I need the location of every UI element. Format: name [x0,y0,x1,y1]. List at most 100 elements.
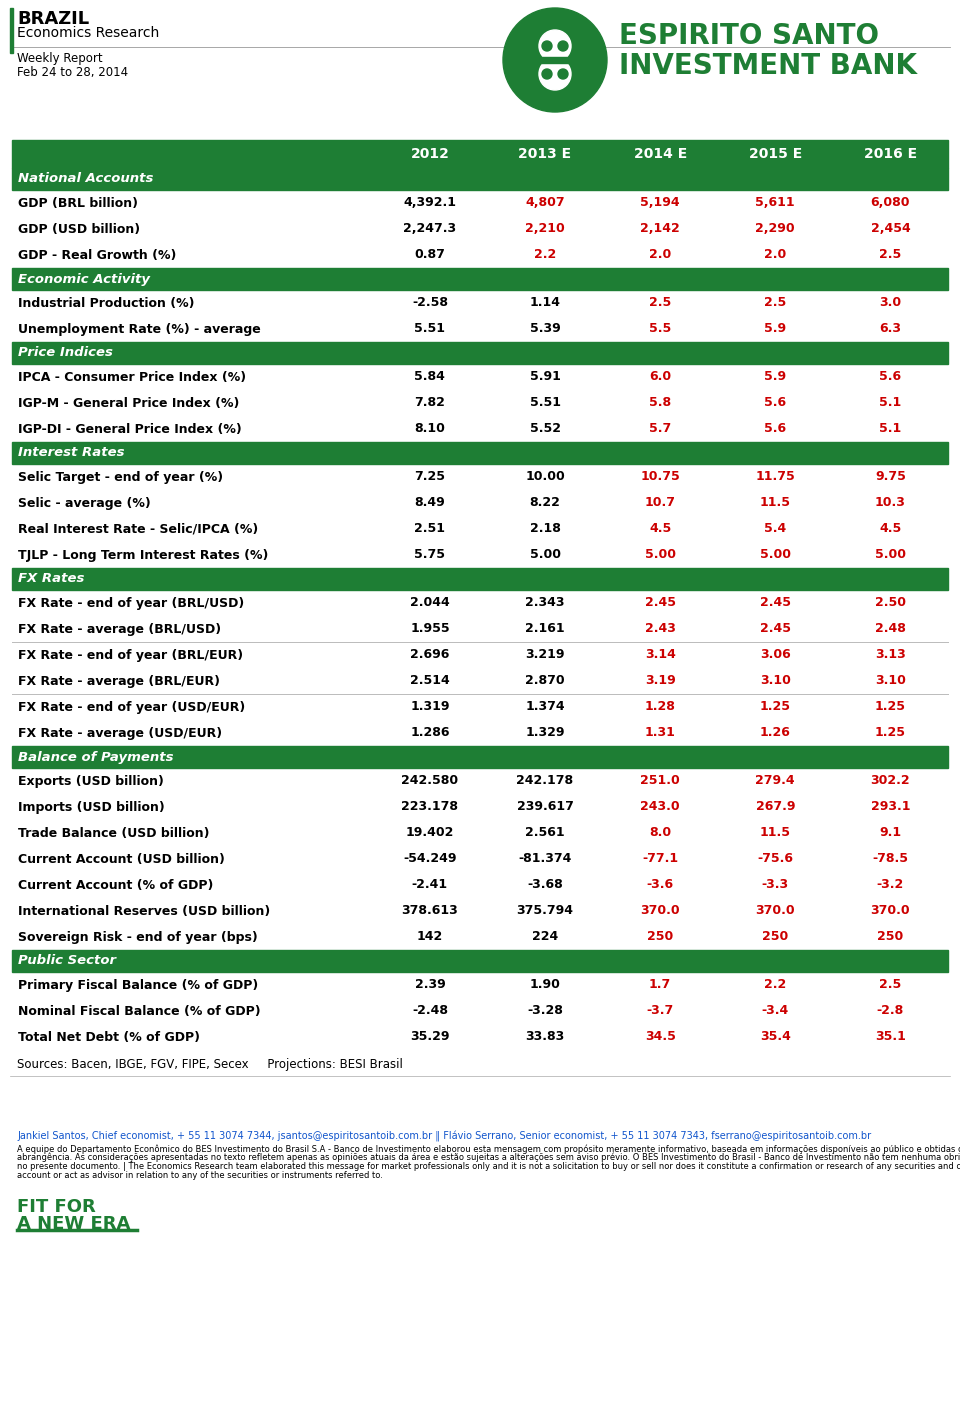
Text: 2,210: 2,210 [525,223,564,235]
Text: 2.514: 2.514 [410,674,450,688]
Text: 293.1: 293.1 [871,800,910,814]
Text: 279.4: 279.4 [756,775,795,787]
Text: 2015 E: 2015 E [749,147,802,161]
Text: Feb 24 to 28, 2014: Feb 24 to 28, 2014 [17,66,128,78]
Text: IPCA - Consumer Price Index (%): IPCA - Consumer Price Index (%) [18,370,246,384]
Text: -81.374: -81.374 [518,852,572,866]
Text: 223.178: 223.178 [401,800,459,814]
Text: Current Account (% of GDP): Current Account (% of GDP) [18,878,213,891]
Text: Selic - average (%): Selic - average (%) [18,496,151,510]
Text: 6.3: 6.3 [879,322,901,335]
Bar [12,745,948,768]
Text: Current Account (USD billion): Current Account (USD billion) [18,852,225,866]
Text: 11.5: 11.5 [759,827,791,839]
Text: 5.9: 5.9 [764,322,786,335]
Text: FX Rate - end of year (USD/EUR): FX Rate - end of year (USD/EUR) [18,700,245,713]
Text: Imports (USD billion): Imports (USD billion) [18,800,165,814]
Text: Interest Rates: Interest Rates [18,447,125,460]
Text: 5.75: 5.75 [415,549,445,562]
Text: 35.29: 35.29 [410,1031,449,1044]
Text: ESPIRITO SANTO: ESPIRITO SANTO [619,22,879,50]
Text: 11.5: 11.5 [759,496,791,510]
Bar [12,950,948,972]
Text: 8.49: 8.49 [415,496,445,510]
Text: 19.402: 19.402 [406,827,454,839]
Text: INVESTMENT BANK: INVESTMENT BANK [619,52,917,80]
Text: -54.249: -54.249 [403,852,457,866]
Text: 11.75: 11.75 [756,471,795,483]
Text: 224: 224 [532,930,558,943]
Text: -2.48: -2.48 [412,1005,448,1017]
Text: 1.26: 1.26 [760,727,791,740]
Text: -3.7: -3.7 [646,1005,674,1017]
Text: 267.9: 267.9 [756,800,795,814]
Text: 5.84: 5.84 [415,370,445,384]
Text: 250: 250 [877,930,903,943]
Text: 2,142: 2,142 [640,223,680,235]
Text: Price Indices: Price Indices [18,346,113,360]
Text: 3.10: 3.10 [875,674,906,688]
Text: 1.14: 1.14 [530,297,561,310]
Text: 2.561: 2.561 [525,827,564,839]
Text: Sovereign Risk - end of year (bps): Sovereign Risk - end of year (bps) [18,930,257,943]
Text: FX Rate - average (USD/EUR): FX Rate - average (USD/EUR) [18,727,222,740]
Text: Selic Target - end of year (%): Selic Target - end of year (%) [18,471,223,483]
Text: 378.613: 378.613 [401,905,458,918]
Text: 5.00: 5.00 [875,549,906,562]
Text: 2,454: 2,454 [871,223,910,235]
Text: 251.0: 251.0 [640,775,680,787]
Text: account or act as advisor in relation to any of the securities or instruments re: account or act as advisor in relation to… [17,1171,383,1180]
Text: 5.6: 5.6 [764,396,786,409]
Text: 5.9: 5.9 [764,370,786,384]
Text: 9.1: 9.1 [879,827,901,839]
Text: 2.161: 2.161 [525,622,564,636]
Text: 5.52: 5.52 [530,423,561,436]
Text: 5.1: 5.1 [879,423,901,436]
Text: 1.25: 1.25 [875,727,906,740]
Text: 1.25: 1.25 [759,700,791,713]
Text: 1.955: 1.955 [410,622,449,636]
Text: A equipe do Departamento Econômico do BES Investimento do Brasil S.A - Banco de : A equipe do Departamento Econômico do BE… [17,1145,960,1153]
Text: 6,080: 6,080 [871,196,910,210]
Text: 1.329: 1.329 [525,727,564,740]
Text: 4.5: 4.5 [649,523,671,535]
Text: 1.286: 1.286 [410,727,449,740]
Text: 2.5: 2.5 [649,297,671,310]
Text: 2.45: 2.45 [645,597,676,609]
Text: GDP (BRL billion): GDP (BRL billion) [18,196,138,210]
Bar [10,8,13,53]
Text: 2.45: 2.45 [759,622,791,636]
Text: 4,807: 4,807 [525,196,564,210]
Text: 5.51: 5.51 [415,322,445,335]
Text: 2.2: 2.2 [764,978,786,992]
Text: 2.51: 2.51 [415,523,445,535]
Text: Primary Fiscal Balance (% of GDP): Primary Fiscal Balance (% of GDP) [18,978,258,992]
Text: 2.2: 2.2 [534,248,556,262]
Text: Economics Research: Economics Research [17,27,159,41]
Text: 0.87: 0.87 [415,248,445,262]
Text: -3.6: -3.6 [647,878,674,891]
Text: Public Sector: Public Sector [18,954,116,968]
Text: 5,194: 5,194 [640,196,680,210]
Text: 2.870: 2.870 [525,674,564,688]
Text: TJLP - Long Term Interest Rates (%): TJLP - Long Term Interest Rates (%) [18,549,269,562]
Text: 1.319: 1.319 [410,700,449,713]
Text: FX Rate - average (BRL/USD): FX Rate - average (BRL/USD) [18,622,221,636]
Text: Nominal Fiscal Balance (% of GDP): Nominal Fiscal Balance (% of GDP) [18,1005,260,1017]
Text: -75.6: -75.6 [757,852,793,866]
Text: FX Rate - end of year (BRL/USD): FX Rate - end of year (BRL/USD) [18,597,244,609]
Text: 3.13: 3.13 [876,649,906,661]
Text: 375.794: 375.794 [516,905,573,918]
Circle shape [539,57,571,90]
Text: 1.7: 1.7 [649,978,671,992]
Text: 10.75: 10.75 [640,471,680,483]
Text: 302.2: 302.2 [871,775,910,787]
Text: 2.5: 2.5 [764,297,786,310]
Text: 9.75: 9.75 [875,471,906,483]
Text: 243.0: 243.0 [640,800,680,814]
Text: 5.00: 5.00 [645,549,676,562]
Circle shape [558,41,568,50]
Text: -2.58: -2.58 [412,297,448,310]
Bar [12,140,948,168]
Circle shape [542,41,552,50]
